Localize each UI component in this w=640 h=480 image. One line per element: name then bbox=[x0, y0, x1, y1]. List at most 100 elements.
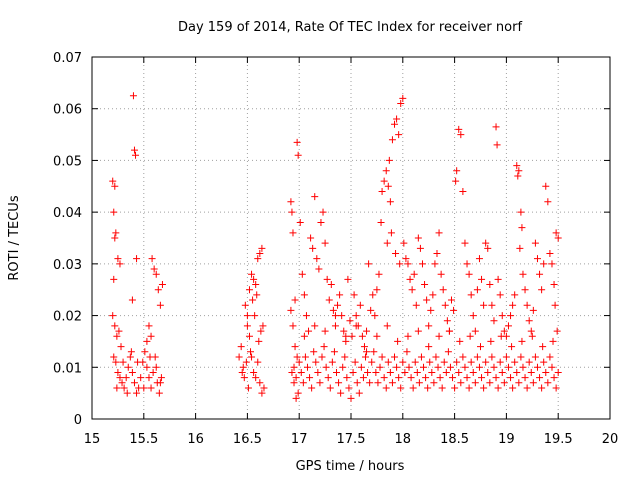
data-point bbox=[156, 301, 164, 309]
data-point bbox=[372, 368, 380, 376]
x-tick-label: 19.5 bbox=[544, 432, 573, 447]
data-point bbox=[548, 363, 556, 371]
data-point bbox=[492, 374, 500, 382]
data-point bbox=[442, 368, 450, 376]
data-point bbox=[111, 182, 119, 190]
data-point bbox=[133, 255, 141, 263]
data-point bbox=[408, 286, 416, 294]
data-point bbox=[345, 384, 353, 392]
data-point bbox=[158, 281, 166, 289]
data-point bbox=[494, 275, 502, 283]
data-point bbox=[351, 358, 359, 366]
data-point bbox=[455, 368, 463, 376]
data-point bbox=[148, 255, 156, 263]
data-point bbox=[318, 353, 326, 361]
data-point bbox=[243, 322, 251, 330]
data-point bbox=[330, 348, 338, 356]
data-point bbox=[235, 353, 243, 361]
data-point bbox=[117, 343, 125, 351]
data-point bbox=[397, 384, 405, 392]
data-point bbox=[518, 337, 526, 345]
data-point bbox=[423, 296, 431, 304]
data-point bbox=[473, 353, 481, 361]
x-tick-label: 17 bbox=[291, 432, 308, 447]
data-point bbox=[441, 301, 449, 309]
data-point bbox=[323, 275, 331, 283]
data-point bbox=[386, 368, 394, 376]
data-point bbox=[429, 291, 437, 299]
data-point bbox=[395, 131, 403, 139]
data-point bbox=[477, 343, 484, 351]
data-point bbox=[382, 167, 390, 175]
y-tick-labels: 0 0.01 0.02 0.03 0.04 0.05 0.06 0.07 bbox=[53, 51, 82, 428]
x-tick-label: 15.5 bbox=[129, 432, 158, 447]
data-point bbox=[382, 384, 390, 392]
data-point bbox=[314, 368, 322, 376]
data-point bbox=[243, 312, 251, 320]
data-point bbox=[335, 379, 343, 387]
data-point bbox=[478, 275, 486, 283]
data-point bbox=[320, 343, 328, 351]
data-point bbox=[453, 358, 461, 366]
data-point bbox=[378, 187, 386, 195]
data-point bbox=[459, 187, 467, 195]
data-point bbox=[426, 358, 434, 366]
data-point bbox=[319, 208, 327, 216]
data-point bbox=[507, 312, 515, 320]
data-point bbox=[349, 368, 357, 376]
data-point bbox=[540, 260, 548, 268]
data-point bbox=[517, 353, 525, 361]
data-point bbox=[358, 332, 366, 340]
data-point bbox=[527, 327, 535, 335]
data-point bbox=[529, 306, 537, 314]
data-point bbox=[461, 363, 469, 371]
data-point bbox=[128, 296, 136, 304]
data-point bbox=[404, 260, 412, 268]
data-point bbox=[342, 332, 350, 340]
data-point bbox=[478, 374, 486, 382]
data-point bbox=[245, 332, 253, 340]
data-point bbox=[465, 384, 473, 392]
data-point bbox=[120, 384, 128, 392]
data-point bbox=[482, 358, 490, 366]
data-point bbox=[373, 286, 381, 294]
data-point bbox=[331, 312, 339, 320]
data-point bbox=[312, 358, 320, 366]
data-point bbox=[434, 363, 442, 371]
data-point bbox=[337, 389, 345, 397]
data-point bbox=[289, 229, 297, 237]
data-point bbox=[112, 358, 120, 366]
data-point bbox=[392, 250, 400, 258]
data-point bbox=[438, 384, 446, 392]
data-point bbox=[152, 363, 160, 371]
data-point bbox=[521, 286, 529, 294]
data-point bbox=[119, 358, 127, 366]
data-point bbox=[110, 353, 118, 361]
data-point bbox=[383, 322, 391, 330]
data-point bbox=[538, 384, 546, 392]
data-point bbox=[403, 348, 411, 356]
data-point bbox=[359, 374, 367, 382]
data-point bbox=[134, 358, 142, 366]
data-point bbox=[536, 374, 544, 382]
x-tick-label: 16.5 bbox=[233, 432, 262, 447]
data-point bbox=[399, 94, 407, 102]
data-point bbox=[332, 368, 340, 376]
data-point bbox=[116, 374, 124, 382]
data-point bbox=[377, 218, 385, 226]
data-point bbox=[338, 312, 346, 320]
data-point bbox=[548, 260, 556, 268]
data-point bbox=[531, 353, 539, 361]
data-point bbox=[374, 379, 382, 387]
data-point bbox=[133, 389, 141, 397]
data-point bbox=[150, 265, 158, 273]
data-point bbox=[380, 177, 388, 185]
data-point bbox=[384, 182, 392, 190]
data-point bbox=[518, 224, 526, 232]
data-point bbox=[466, 332, 474, 340]
data-point bbox=[256, 379, 264, 387]
data-point bbox=[531, 239, 539, 247]
data-point bbox=[128, 368, 136, 376]
data-point bbox=[446, 363, 454, 371]
